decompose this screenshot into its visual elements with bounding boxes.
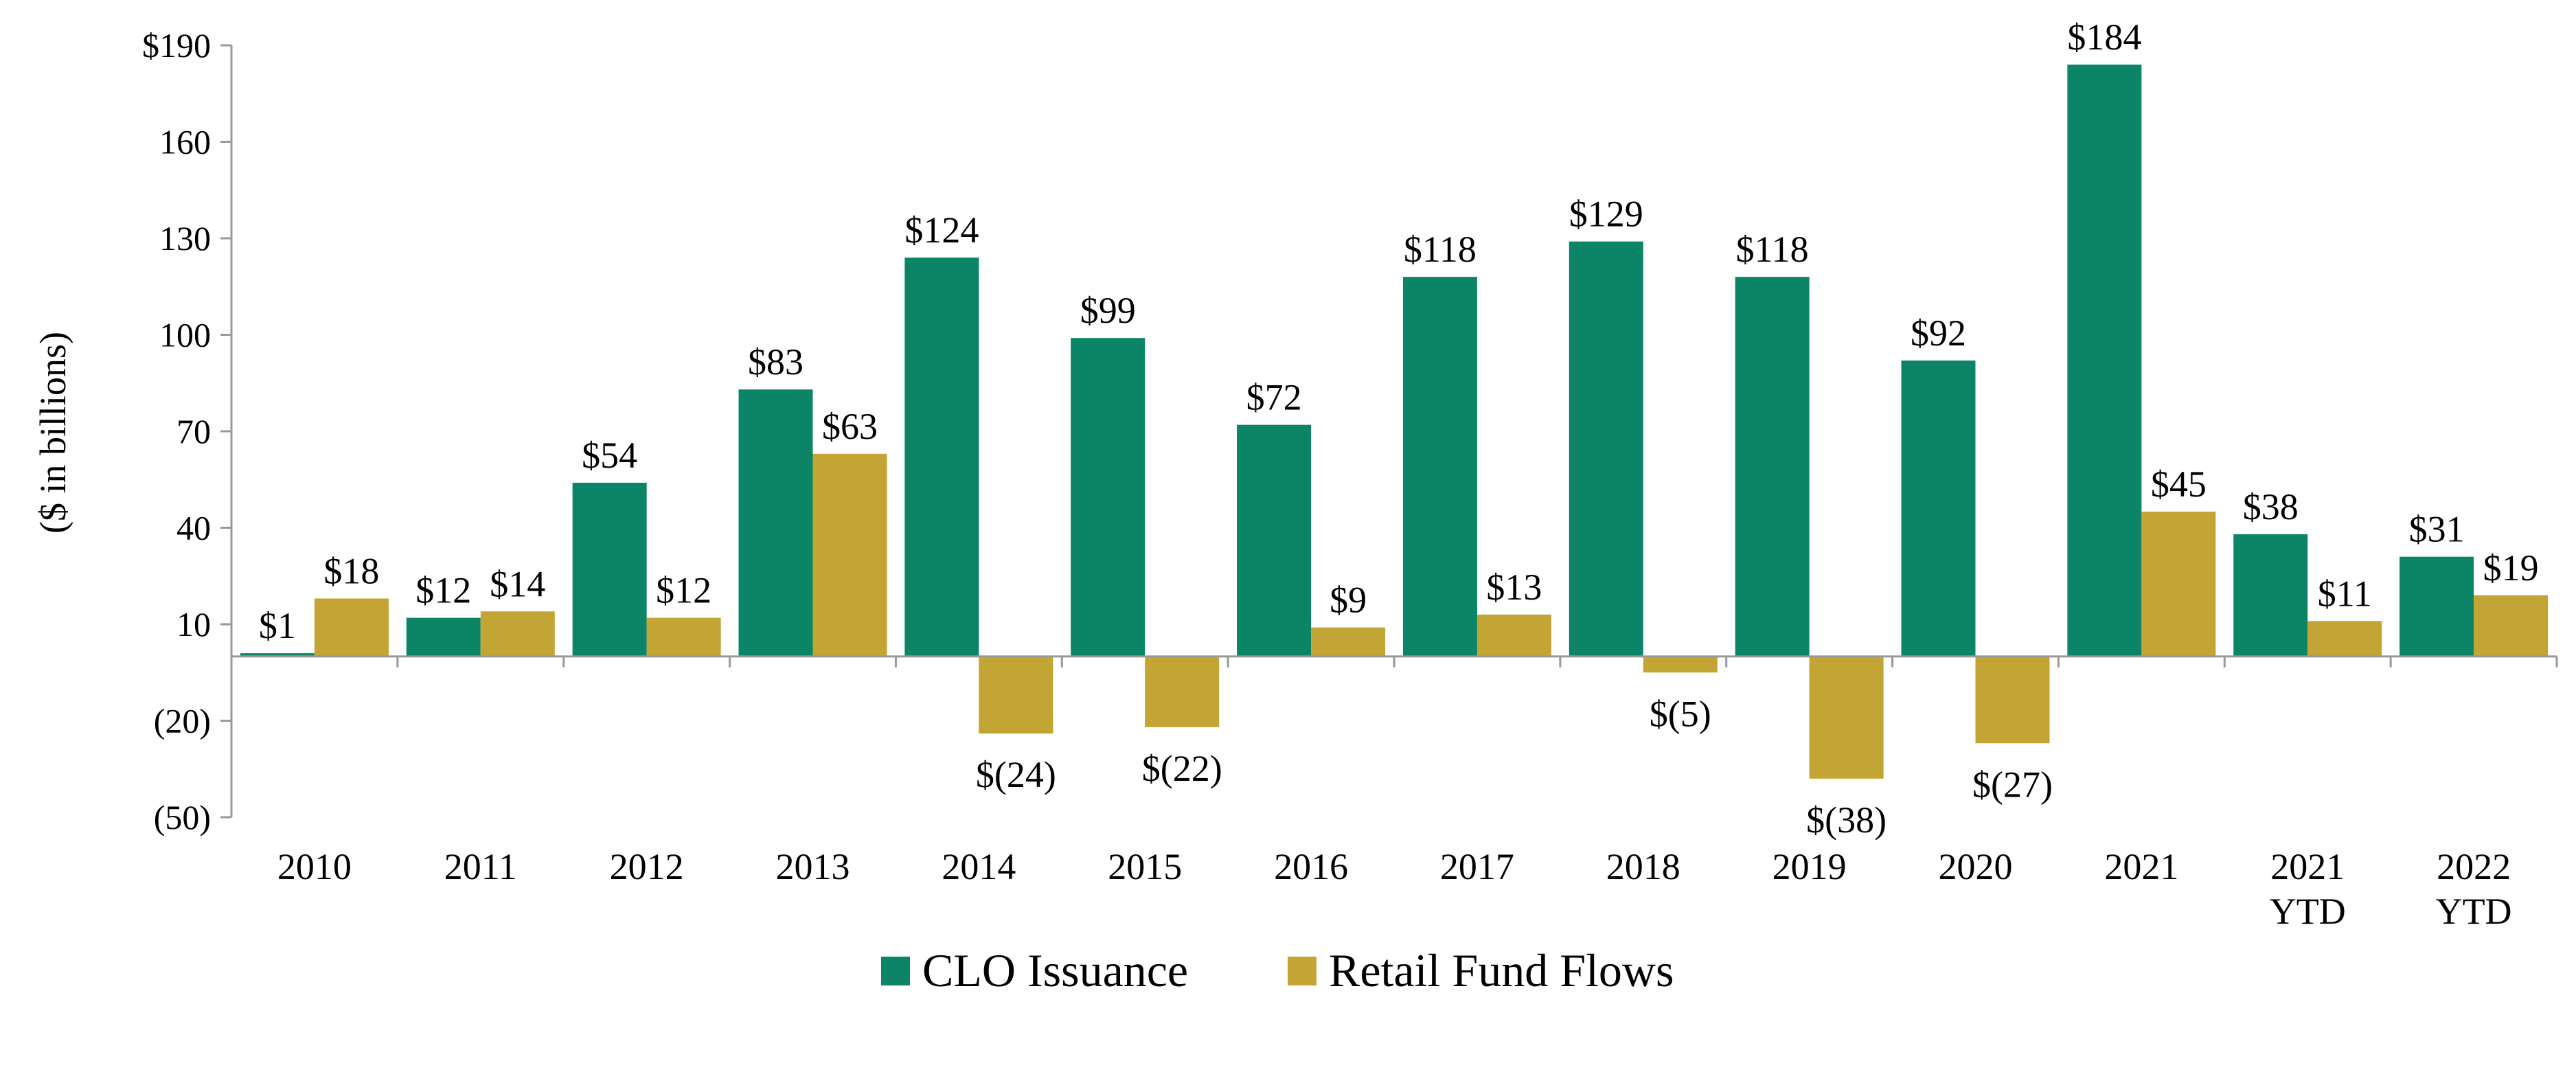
data-label: $11 — [2318, 573, 2372, 614]
retail-fund-flows-bar — [979, 656, 1053, 734]
x-tick-label: 2020 — [1939, 846, 2013, 887]
x-tick-label: 2021 — [2104, 846, 2178, 887]
legend: CLO Issuance Retail Fund Flows — [881, 944, 1674, 996]
x-tick-label: 2021 — [2270, 846, 2345, 887]
data-labels: $1 $12 $54 $83 $124 $99 $72 $118 $129 $118 $92 $184… — [259, 16, 2539, 841]
retail-fund-flows-bar — [1145, 656, 1220, 727]
y-tick-label: (50) — [154, 798, 211, 836]
data-label: $63 — [822, 406, 878, 447]
clo-issuance-bar — [2067, 65, 2142, 657]
y-tick-label: $190 — [142, 26, 211, 65]
data-label: $31 — [2409, 509, 2465, 550]
x-tick-label: YTD — [2270, 891, 2346, 932]
retail-fund-flows-bar — [1809, 656, 1884, 779]
y-tick-label: 100 — [159, 316, 211, 354]
retail-fund-flows-bar — [2474, 595, 2549, 657]
bars — [240, 65, 2549, 779]
x-tick-label: 2018 — [1606, 846, 1680, 887]
data-label: $12 — [656, 570, 711, 611]
retail-fund-flows-bar — [1311, 627, 1386, 657]
data-label: $18 — [323, 551, 379, 592]
x-tick-label: 2016 — [1274, 846, 1348, 887]
data-label: $38 — [2243, 486, 2299, 527]
data-label: $92 — [1911, 312, 1966, 354]
data-label: $12 — [415, 570, 471, 611]
x-tick-label: 2013 — [776, 846, 850, 887]
data-label: $1 — [259, 605, 296, 646]
clo-issuance-bar — [572, 482, 647, 657]
data-label: $124 — [904, 209, 979, 251]
retail-fund-flows-bar — [646, 617, 721, 657]
retail-fund-flows-bar — [314, 598, 389, 657]
data-label: $(38) — [1806, 799, 1887, 841]
data-label: $118 — [1404, 229, 1477, 270]
y-tick-label: 10 — [176, 605, 211, 643]
retail-fund-flows-bar — [1477, 614, 1551, 657]
data-label: $19 — [2483, 547, 2539, 589]
data-label: $45 — [2151, 464, 2207, 505]
data-label: $184 — [2067, 16, 2141, 58]
legend-swatch — [881, 957, 910, 985]
clo-issuance-bar — [1071, 338, 1145, 657]
data-label: $118 — [1736, 229, 1809, 270]
x-tick-label: 2015 — [1108, 846, 1182, 887]
legend-swatch — [1288, 957, 1317, 985]
clo-issuance-bar — [1237, 424, 1312, 657]
clo-issuance-bar — [2400, 556, 2474, 657]
y-tick-label: 130 — [159, 219, 211, 258]
data-label: $83 — [748, 341, 803, 383]
clo-issuance-bar — [1901, 360, 1976, 657]
y-tick-label: 160 — [159, 123, 211, 161]
retail-fund-flows-bar — [2141, 512, 2216, 657]
data-label: $54 — [582, 435, 637, 476]
data-label: $(22) — [1142, 748, 1222, 789]
clo-issuance-bar — [904, 258, 979, 657]
y-tick-label: (20) — [154, 702, 211, 740]
retail-fund-flows-bar — [480, 611, 555, 657]
data-label: $72 — [1246, 377, 1302, 418]
retail-fund-flows-bar — [2307, 621, 2382, 657]
x-tick-label: 2019 — [1773, 846, 1847, 887]
data-label: $99 — [1080, 290, 1136, 331]
data-label: $14 — [490, 563, 545, 604]
clo-issuance-bar — [1735, 277, 1810, 657]
clo-issuance-bar — [1402, 277, 1477, 657]
clo-issuance-bar — [240, 653, 315, 657]
y-axis: (50) (20) 10 40 70 100 130 160 $190 — [142, 26, 233, 836]
y-axis-title: ($ in billions) — [32, 332, 73, 534]
y-tick-label: 40 — [176, 509, 211, 547]
data-label: $129 — [1569, 194, 1643, 235]
x-tick-label: YTD — [2436, 891, 2512, 932]
retail-fund-flows-bar — [1643, 656, 1718, 673]
x-tick-label: 2012 — [610, 846, 684, 887]
x-tick-label: 2022 — [2437, 846, 2511, 887]
x-tick-label: 2017 — [1440, 846, 1514, 887]
legend-label: CLO Issuance — [922, 944, 1188, 996]
x-tick-label: 2011 — [444, 846, 517, 887]
legend-label: Retail Fund Flows — [1329, 944, 1674, 996]
x-axis: 2010 2011 2012 2013 2014 2015 2016 2017 2018 2019… — [230, 655, 2558, 932]
x-tick-label: 2014 — [942, 846, 1016, 887]
clo-issuance-bar — [406, 617, 481, 657]
clo-issuance-bar — [2233, 534, 2308, 657]
retail-fund-flows-bar — [1975, 656, 2050, 744]
data-label: $(27) — [1972, 764, 2053, 805]
clo-issuance-bar — [738, 389, 813, 657]
data-label: $(5) — [1650, 693, 1711, 734]
clo-issuance-bar — [1569, 241, 1643, 657]
data-label: $(24) — [976, 754, 1056, 795]
x-tick-label: 2010 — [277, 846, 352, 887]
y-tick-label: 70 — [176, 412, 211, 451]
retail-fund-flows-bar — [812, 453, 887, 657]
data-label: $13 — [1486, 567, 1542, 608]
data-label: $9 — [1330, 580, 1367, 621]
